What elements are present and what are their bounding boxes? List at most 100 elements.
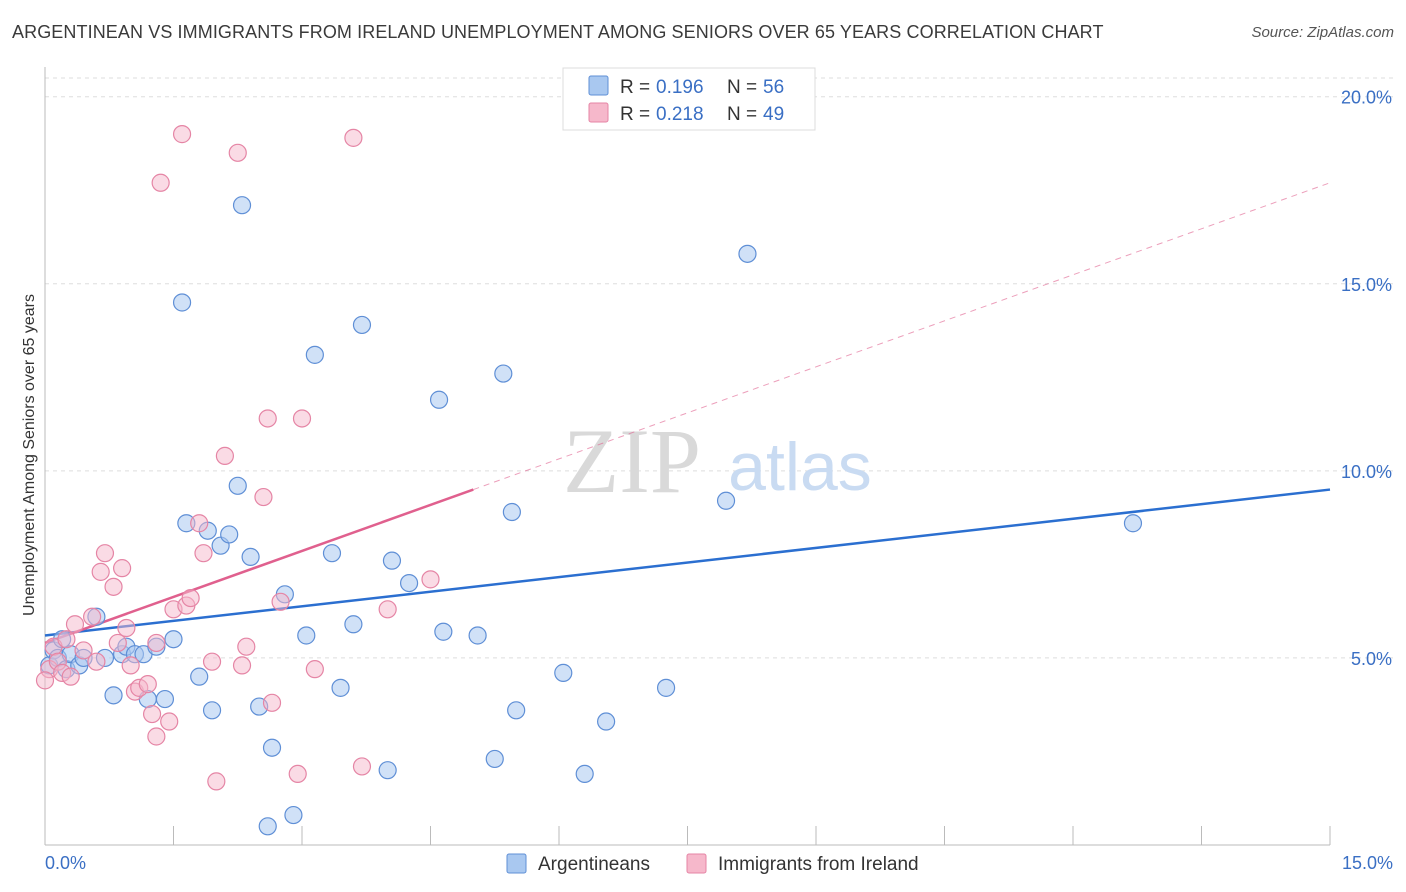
data-point-immigrants <box>352 757 372 776</box>
legend-bottom-label-2: Immigrants from Ireland <box>718 854 919 875</box>
data-point-immigrants <box>83 607 102 626</box>
legend-r-label-1: R = <box>620 77 650 98</box>
data-point-argentineans <box>344 615 363 634</box>
data-point-immigrants <box>57 630 76 649</box>
data-point-immigrants <box>305 660 324 679</box>
data-point-argentineans <box>429 390 449 409</box>
data-point-immigrants <box>215 446 234 465</box>
trend-line-immigrants <box>44 488 474 645</box>
legend-swatch-blue <box>588 75 609 96</box>
data-point-immigrants <box>288 764 307 784</box>
data-point-immigrants <box>108 633 127 653</box>
data-point-argentineans <box>554 663 573 682</box>
data-point-argentineans <box>284 805 303 825</box>
trend-line-argentineans <box>44 488 1331 637</box>
data-point-immigrants <box>121 656 140 675</box>
data-point-argentineans <box>190 667 209 686</box>
data-point-argentineans <box>104 686 123 705</box>
data-point-argentineans <box>322 544 342 563</box>
trend-lines <box>44 182 1331 645</box>
data-point-immigrants <box>147 633 166 653</box>
data-point-argentineans <box>1123 514 1143 533</box>
data-point-argentineans <box>597 712 616 731</box>
y-tick-label: 10.0% <box>1341 462 1392 482</box>
data-point-immigrants <box>228 143 247 162</box>
trend-extension-immigrants <box>473 182 1331 491</box>
data-point-argentineans <box>378 761 397 780</box>
data-point-immigrants <box>65 615 85 634</box>
data-point-immigrants <box>271 592 290 611</box>
legend-n-label-2: N = <box>727 104 757 125</box>
data-point-immigrants <box>194 544 213 563</box>
data-point-argentineans <box>656 678 676 697</box>
legend-bottom-swatch-pink <box>686 853 707 874</box>
data-point-argentineans <box>399 573 419 593</box>
data-point-argentineans <box>258 817 277 836</box>
data-point-immigrants <box>104 577 123 596</box>
legend-n-value-2: 49 <box>763 104 784 125</box>
legend-bottom-swatch-blue <box>506 853 527 874</box>
data-point-argentineans <box>382 551 402 570</box>
y-tick-label: 20.0% <box>1341 88 1392 108</box>
data-point-immigrants <box>91 562 110 581</box>
tick-labels: 5.0% 10.0% 15.0% 20.0% 0.0% 15.0% <box>45 88 1393 873</box>
data-point-immigrants <box>202 652 222 671</box>
data-point-immigrants <box>292 409 312 428</box>
data-point-immigrants <box>87 652 106 671</box>
data-point-argentineans <box>202 701 222 720</box>
data-point-argentineans <box>485 749 504 769</box>
data-point-immigrants <box>237 637 256 656</box>
data-point-argentineans <box>507 701 526 720</box>
data-point-immigrants <box>117 618 136 638</box>
data-point-immigrants <box>138 675 157 694</box>
data-point-argentineans <box>241 547 260 567</box>
x-tick-label-min: 0.0% <box>45 853 86 873</box>
data-point-argentineans <box>164 630 183 649</box>
data-point-immigrants <box>160 712 179 731</box>
data-point-argentineans <box>155 689 175 709</box>
legend-r-value-1: 0.196 <box>656 77 704 98</box>
data-point-immigrants <box>95 544 115 563</box>
x-tick-label-max: 15.0% <box>1342 853 1393 873</box>
axes <box>44 67 1331 846</box>
data-point-immigrants <box>35 671 55 690</box>
data-point-immigrants <box>262 693 282 712</box>
data-point-immigrants <box>258 409 277 428</box>
y-tick-label: 5.0% <box>1351 649 1392 669</box>
series-argentineans <box>40 196 1143 836</box>
data-point-argentineans <box>297 626 316 645</box>
data-point-argentineans <box>434 622 453 641</box>
data-point-argentineans <box>575 764 594 784</box>
legend-n-label-1: N = <box>727 77 757 98</box>
data-point-argentineans <box>228 476 247 495</box>
data-point-immigrants <box>232 656 252 675</box>
data-point-immigrants <box>172 125 192 144</box>
data-point-immigrants <box>112 559 132 578</box>
watermark-zip: ZIP <box>563 410 701 512</box>
data-point-argentineans <box>352 315 372 335</box>
data-point-immigrants <box>207 772 226 791</box>
legend-top: R = 0.196 N = 56 R = 0.218 N = 49 <box>562 67 816 131</box>
watermark: ZIP atlas <box>563 410 872 512</box>
data-point-immigrants <box>151 173 170 192</box>
data-point-argentineans <box>494 364 513 383</box>
data-point-argentineans <box>305 345 324 364</box>
data-point-immigrants <box>421 570 440 589</box>
data-point-immigrants <box>254 487 273 507</box>
watermark-atlas: atlas <box>728 429 872 505</box>
data-point-argentineans <box>468 626 487 645</box>
data-point-immigrants <box>61 667 80 686</box>
data-point-immigrants <box>190 514 209 533</box>
legend-n-value-1: 56 <box>763 77 784 98</box>
chart-title: ARGENTINEAN VS IMMIGRANTS FROM IRELAND U… <box>12 22 1104 42</box>
y-axis-label: Unemployment Among Seniors over 65 years <box>21 294 38 616</box>
data-point-argentineans <box>172 293 192 312</box>
data-point-immigrants <box>181 588 200 608</box>
legend-bottom: Argentineans Immigrants from Ireland <box>506 853 919 875</box>
data-point-immigrants <box>147 727 166 746</box>
data-point-argentineans <box>331 678 350 697</box>
data-point-immigrants <box>142 704 162 724</box>
data-point-argentineans <box>220 525 239 544</box>
data-point-immigrants <box>378 600 397 619</box>
